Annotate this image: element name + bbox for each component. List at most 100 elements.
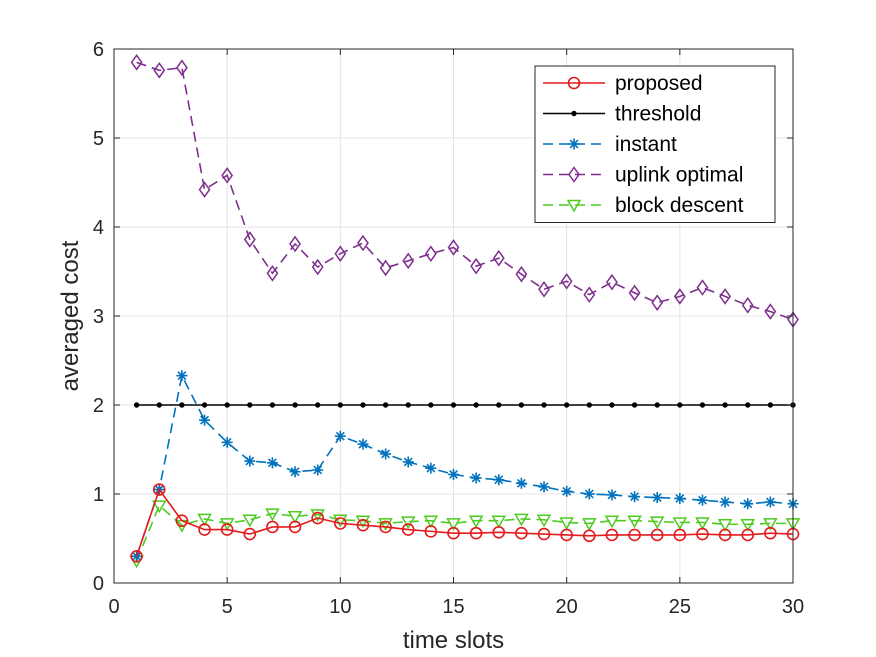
legend-marker: [567, 76, 581, 90]
asterisk-stroke: [539, 482, 549, 492]
data-point-block-descent: [310, 509, 325, 522]
y-tick-label: 3: [93, 306, 104, 328]
data-point-uplink-optimal: [696, 279, 709, 296]
axes: [113, 48, 794, 584]
data-point-instant: [470, 472, 482, 484]
x-axis-label: time slots: [403, 627, 504, 654]
data-point-threshold: [496, 402, 502, 408]
legend-item-instant: instant: [543, 133, 677, 156]
asterisk-stroke: [267, 458, 277, 468]
data-point-instant: [651, 492, 663, 504]
legend-label: proposed: [615, 72, 703, 95]
legend: proposed threshold instant uplink optimal bl…: [534, 65, 776, 223]
data-point-uplink-optimal: [492, 249, 505, 267]
data-point-instant: [719, 496, 731, 508]
data-point-instant: [266, 457, 278, 469]
data-point-instant: [448, 468, 459, 480]
data-point-uplink-optimal: [357, 234, 369, 252]
data-point-instant: [493, 474, 505, 486]
data-point-instant: [538, 481, 550, 493]
data-point-proposed: [243, 527, 257, 541]
data-point-instant: [606, 489, 618, 501]
data-point-instant: [742, 498, 754, 510]
x-tick-label: 20: [556, 596, 578, 618]
data-point-instant: [696, 494, 708, 506]
data-point-block-descent: [423, 515, 439, 529]
asterisk-stroke: [449, 469, 458, 479]
data-point-block-descent: [649, 516, 665, 530]
series-threshold: [133, 402, 796, 408]
data-point-instant: [583, 488, 595, 500]
legend-marker: [566, 199, 582, 213]
data-point-threshold: [541, 402, 547, 408]
data-point-proposed: [266, 520, 279, 534]
asterisk-stroke: [290, 467, 300, 477]
data-point-threshold: [405, 402, 411, 408]
asterisk-stroke: [494, 475, 504, 485]
x-tick-label: 30: [782, 596, 804, 618]
data-point-block-descent: [287, 511, 303, 524]
asterisk-stroke: [652, 493, 662, 503]
data-point-instant: [221, 436, 233, 448]
asterisk-stroke: [222, 437, 232, 447]
data-point-block-descent: [151, 500, 167, 514]
data-point-proposed: [175, 514, 189, 528]
series-layer: [129, 54, 801, 569]
data-point-threshold: [473, 402, 479, 408]
data-point-uplink-optimal: [221, 167, 234, 184]
asterisk-stroke: [200, 415, 209, 425]
legend-label: uplink optimal: [615, 164, 743, 187]
y-tick-label: 2: [93, 395, 104, 417]
legend-item-proposed: proposed: [543, 72, 703, 95]
data-point-proposed: [220, 523, 234, 536]
data-point-uplink-optimal: [741, 297, 754, 314]
legend-item-block-descent: block descent: [543, 194, 744, 217]
asterisk-stroke: [630, 492, 640, 502]
data-point-uplink-optimal: [628, 284, 641, 302]
data-point-instant: [425, 462, 437, 474]
data-point-threshold: [609, 402, 615, 408]
legend-marker: [568, 138, 580, 150]
data-point-threshold: [767, 402, 774, 408]
data-point-block-descent: [197, 513, 212, 527]
data-point-uplink-optimal: [130, 54, 143, 71]
legend-item-threshold: threshold: [543, 103, 701, 126]
data-point-proposed: [605, 528, 619, 542]
data-point-threshold: [156, 402, 162, 408]
data-point-threshold: [179, 402, 185, 408]
data-point-uplink-optimal: [266, 264, 279, 282]
data-point-block-descent: [536, 514, 552, 528]
asterisk-stroke: [471, 473, 481, 483]
asterisk-stroke: [358, 439, 368, 449]
x-tick-label: 0: [108, 596, 119, 618]
data-point-instant: [176, 370, 188, 382]
series-line-proposed: [135, 487, 794, 557]
data-point-instant: [289, 466, 301, 478]
data-point-threshold: [654, 402, 660, 408]
x-tick-label: 10: [329, 596, 351, 618]
data-point-block-descent: [695, 517, 710, 530]
series-instant: [131, 370, 799, 562]
data-point-proposed: [515, 526, 528, 540]
data-point-proposed: [764, 526, 777, 540]
data-point-instant: [674, 492, 686, 504]
data-point-block-descent: [378, 518, 393, 531]
data-point-instant: [334, 430, 346, 442]
data-point-block-descent: [627, 515, 642, 529]
data-point-proposed: [628, 528, 641, 542]
asterisk-stroke: [675, 493, 685, 503]
y-tick-label: 5: [93, 128, 104, 150]
data-point-uplink-optimal: [175, 59, 188, 76]
data-point-uplink-optimal: [673, 288, 686, 305]
data-point-threshold: [360, 402, 366, 408]
data-point-threshold: [428, 402, 434, 408]
data-point-block-descent: [604, 515, 620, 529]
data-point-proposed: [741, 528, 755, 542]
data-point-uplink-optimal: [719, 288, 732, 305]
data-point-block-descent: [763, 518, 778, 531]
asterisk-stroke: [765, 497, 775, 507]
data-point-instant: [402, 456, 414, 468]
data-point-proposed: [288, 520, 302, 534]
data-point-uplink-optimal: [198, 181, 211, 198]
data-point-uplink-optimal: [538, 281, 550, 298]
